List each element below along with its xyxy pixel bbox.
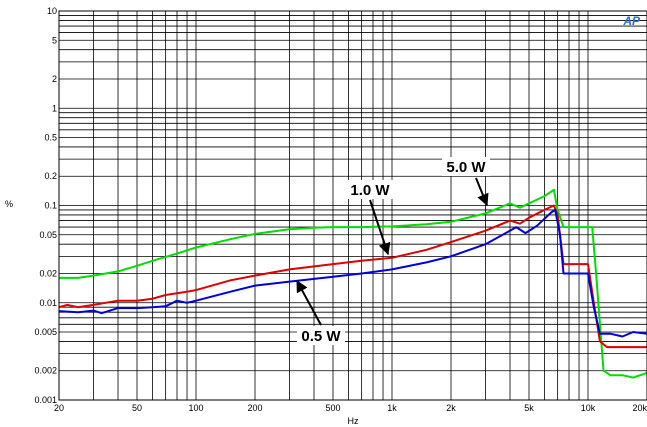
y-tick-label: 0.002 [34,366,57,376]
y-tick-label: 0.001 [34,395,57,405]
x-tick-label: 1k [387,403,397,413]
annotation-label-bg [346,180,394,199]
y-tick-label: 0.05 [39,230,57,240]
plot-frame [58,10,647,401]
series-line-0-5-W [58,208,647,338]
x-axis-ticks: 20 50 100 200 500 1k 2k 5k 10k 20k [54,403,647,413]
y-tick-label: 5 [52,35,57,45]
annotations-layer: 5.0 W 1.0 W 0.5 W [296,157,490,345]
y-axis-label: % [5,199,13,209]
annotation-label-bg [297,326,345,345]
y-tick-label: 10 [47,6,57,16]
x-tick-label: 20 [54,403,64,413]
y-tick-label: 0.1 [44,201,57,211]
ap-logo: AP [622,14,641,28]
y-tick-label: 0.01 [39,298,57,308]
annotation-label: 1.0 W [350,182,390,199]
y-tick-label: 0.5 [44,133,57,143]
y-axis-ticks: 10 5 2 1 0.5 0.2 0.1 0.05 0.02 0.01 0.005 0.002 0.00… [34,6,57,405]
x-tick-label: 20k [632,403,647,413]
x-tick-label: 5k [524,403,534,413]
series-line-1-0-W [58,204,647,349]
x-tick-label: 10k [581,403,596,413]
annotation-arrow [475,177,489,207]
x-tick-label: 500 [325,403,340,413]
x-tick-label: 200 [247,403,262,413]
annotation-label: 0.5 W [301,328,341,345]
y-tick-label: 0.2 [44,171,57,181]
x-tick-label: 2k [446,403,456,413]
x-tick-label: 50 [132,403,142,413]
x-axis-label: Hz [348,416,359,426]
y-tick-label: 2 [52,74,57,84]
annotation-arrow [296,279,322,326]
y-tick-label: 1 [52,103,57,113]
series-layer [58,188,647,379]
annotation-label-bg [442,157,490,176]
y-tick-label: 0.02 [39,268,57,278]
y-tick-label: 0.005 [34,327,57,337]
annotation-arrow [369,199,391,256]
x-tick-label: 100 [188,403,203,413]
annotation-label: 5.0 W [446,159,486,176]
series-line-5-0-W [59,188,647,379]
